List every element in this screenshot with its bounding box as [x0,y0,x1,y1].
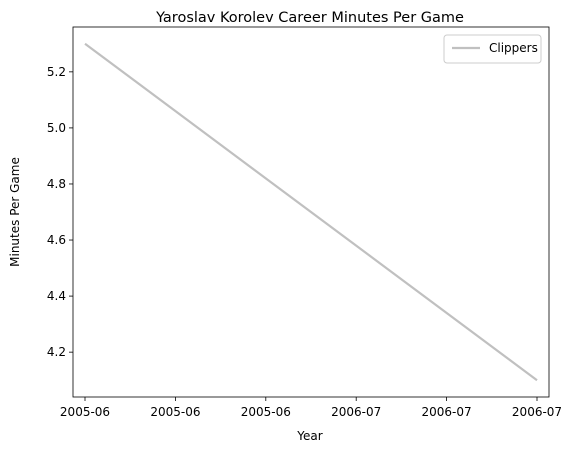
x-tick-label: 2005-06 [241,405,291,419]
y-axis-label: Minutes Per Game [8,157,22,267]
x-tick-label: 2005-06 [60,405,110,419]
series-layer [84,42,538,382]
y-tick-label: 4.4 [47,289,66,303]
y-axis: 4.2 4.4 4.6 4.8 5.0 5.2 [47,65,73,359]
x-axis: 2005-06 2005-06 2005-06 2006-07 2006-07 2006-… [60,397,562,419]
y-tick-label: 4.6 [47,233,66,247]
y-tick-label: 5.2 [47,65,66,79]
plot-frame [72,26,550,398]
x-tick-label: 2006-07 [331,405,381,419]
series-line-clippers [84,42,538,382]
legend-box [443,34,542,64]
y-tick-label: 4.2 [47,345,66,359]
x-tick-label: 2006-07 [422,405,472,419]
x-axis-label: Year [296,429,322,443]
chart-title: Yaroslav Korolev Career Minutes Per Game [155,10,464,26]
x-tick-label: 2006-07 [512,405,562,419]
legend-label-clippers: Clippers [489,41,538,55]
x-tick-label: 2005-06 [150,405,200,419]
y-tick-label: 4.8 [47,177,66,191]
legend: Clippers [443,34,542,64]
y-tick-label: 5.0 [47,121,66,135]
